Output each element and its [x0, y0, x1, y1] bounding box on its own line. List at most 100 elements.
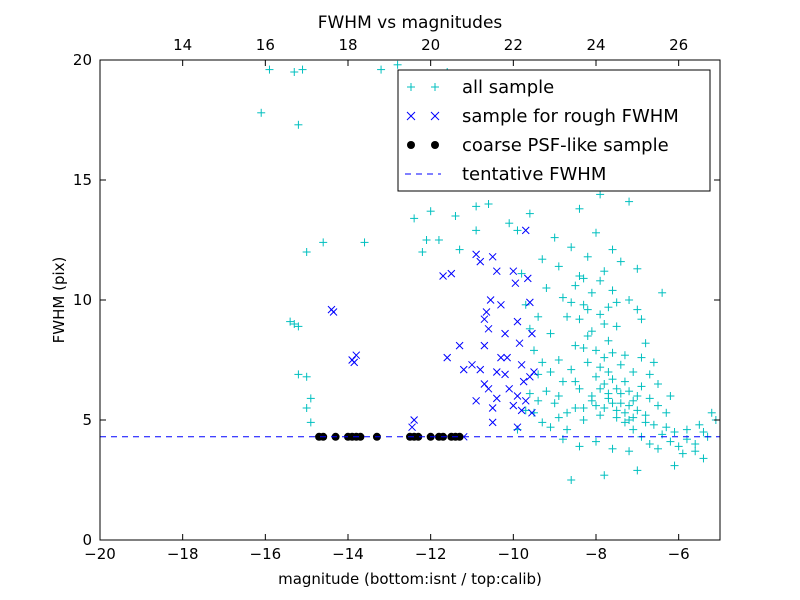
data-point-rough-fwhm	[350, 358, 359, 367]
data-point-all-sample	[654, 401, 662, 410]
data-point-rough-fwhm	[410, 416, 418, 424]
data-point-all-sample	[670, 461, 679, 470]
data-point-all-sample	[699, 454, 708, 463]
data-point-all-sample	[571, 377, 580, 386]
data-point-all-sample	[513, 226, 522, 235]
data-point-all-sample	[596, 190, 605, 199]
data-point-all-sample	[592, 372, 600, 381]
data-point-all-sample	[534, 370, 543, 379]
data-point-all-sample	[600, 380, 609, 388]
data-point-all-sample	[608, 245, 617, 254]
data-point-all-sample	[434, 236, 443, 244]
x-tick-label: −16	[250, 545, 282, 563]
data-point-rough-fwhm	[476, 365, 485, 374]
data-point-all-sample	[542, 284, 551, 292]
data-point-all-sample	[360, 238, 369, 247]
data-point-all-sample	[633, 305, 642, 314]
data-point-all-sample	[575, 315, 584, 324]
data-point-all-sample	[554, 392, 563, 400]
legend-marker-rough-fwhm	[406, 111, 416, 121]
data-point-all-sample	[691, 440, 700, 448]
data-point-rough-fwhm	[501, 370, 509, 379]
data-point-all-sample	[472, 226, 481, 235]
data-point-all-sample	[604, 336, 613, 345]
data-point-rough-fwhm	[513, 423, 522, 432]
data-point-all-sample	[600, 320, 609, 328]
data-point-rough-fwhm	[517, 360, 526, 369]
data-point-all-sample	[575, 384, 584, 393]
data-point-rough-fwhm	[521, 226, 530, 235]
x-tick-label: −8	[585, 545, 607, 563]
data-point-all-sample	[505, 219, 514, 228]
data-point-all-sample	[294, 120, 303, 129]
data-point-all-sample	[616, 399, 625, 408]
data-point-all-sample	[645, 394, 654, 403]
data-point-all-sample	[302, 404, 311, 412]
legend-label-rough-fwhm: sample for rough FWHM	[462, 106, 679, 127]
data-point-all-sample	[418, 248, 427, 256]
data-point-all-sample	[484, 200, 493, 208]
data-point-all-sample	[302, 372, 311, 381]
data-point-rough-fwhm	[528, 408, 536, 417]
data-point-all-sample	[596, 310, 605, 319]
data-point-rough-fwhm	[484, 324, 493, 333]
data-point-all-sample	[620, 418, 629, 427]
data-point-all-sample	[587, 327, 596, 336]
data-point-all-sample	[265, 65, 274, 74]
data-point-all-sample	[579, 274, 588, 283]
data-point-all-sample	[558, 293, 567, 302]
data-point-all-sample	[608, 399, 617, 408]
data-point-rough-fwhm	[472, 396, 480, 405]
data-point-all-sample	[286, 317, 295, 326]
data-point-all-sample	[600, 404, 609, 412]
data-point-all-sample	[290, 320, 299, 328]
top-tick-label: 24	[586, 36, 605, 54]
data-point-all-sample	[377, 65, 386, 74]
data-point-all-sample	[596, 411, 605, 420]
data-point-rough-fwhm	[488, 418, 497, 427]
data-point-all-sample	[637, 382, 646, 391]
data-point-all-sample	[567, 365, 576, 374]
data-point-all-sample	[604, 303, 613, 312]
data-point-all-sample	[612, 406, 621, 415]
y-tick-label: 10	[73, 291, 92, 309]
data-point-all-sample	[641, 411, 650, 420]
data-point-rough-fwhm	[497, 300, 505, 309]
data-point-all-sample	[620, 408, 629, 417]
data-point-all-sample	[654, 380, 662, 388]
data-point-rough-fwhm	[517, 406, 526, 415]
data-point-all-sample	[645, 440, 654, 448]
data-point-rough-fwhm	[505, 384, 514, 393]
data-point-all-sample	[633, 264, 642, 273]
data-point-rough-fwhm	[513, 317, 522, 326]
data-point-all-sample	[620, 377, 629, 386]
data-point-rough-fwhm	[480, 315, 489, 324]
data-point-rough-fwhm	[488, 404, 497, 412]
data-point-all-sample	[629, 413, 638, 422]
data-point-all-sample	[629, 368, 638, 376]
x-tick-label: −20	[84, 545, 116, 563]
data-point-rough-fwhm	[472, 250, 480, 259]
data-point-all-sample	[608, 286, 617, 295]
series-sample-for-rough-fwhm	[327, 226, 538, 441]
data-point-all-sample	[587, 392, 596, 400]
data-point-all-sample	[592, 228, 600, 237]
data-point-all-sample	[426, 207, 435, 216]
data-point-all-sample	[629, 425, 638, 434]
data-point-all-sample	[699, 428, 708, 436]
data-point-all-sample	[294, 370, 303, 379]
x-tick-label: −12	[415, 545, 447, 563]
data-point-all-sample	[662, 408, 671, 417]
data-point-coarse-psf	[455, 432, 464, 441]
data-point-rough-fwhm	[492, 267, 501, 276]
data-point-all-sample	[666, 437, 675, 446]
data-point-all-sample	[616, 360, 625, 369]
legend-markers	[405, 83, 441, 175]
data-point-all-sample	[620, 351, 629, 360]
data-point-all-sample	[298, 65, 307, 74]
x-axis-label: magnitude (bottom:isnt / top:calib)	[278, 570, 542, 588]
data-point-all-sample	[600, 471, 609, 480]
data-point-all-sample	[682, 425, 691, 434]
data-point-all-sample	[579, 416, 588, 424]
data-point-rough-fwhm	[455, 341, 464, 350]
